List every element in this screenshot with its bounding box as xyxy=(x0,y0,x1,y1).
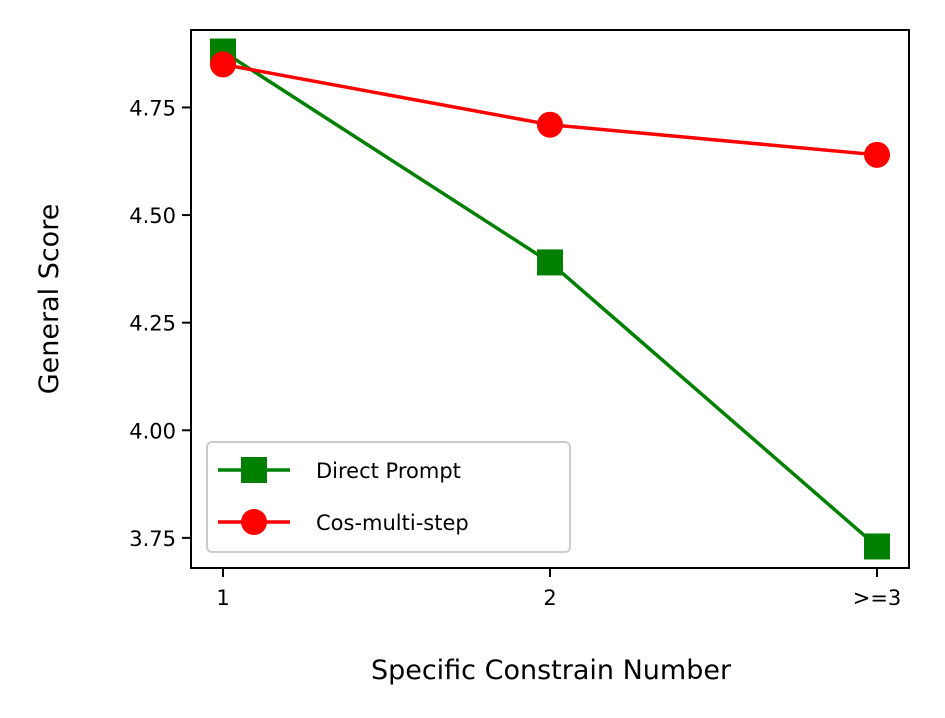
y-tick-label: 4.00 xyxy=(129,419,176,443)
legend: Direct Prompt Cos-multi-step xyxy=(206,441,571,553)
legend-label: Cos-multi-step xyxy=(316,511,469,535)
y-tick-label: 4.25 xyxy=(129,312,176,336)
data-point xyxy=(537,111,563,138)
data-point xyxy=(210,51,236,78)
series-cos-multi-step xyxy=(210,51,890,168)
legend-entry: Cos-multi-step xyxy=(218,509,469,535)
series-direct-prompt xyxy=(210,38,890,560)
data-point xyxy=(864,533,890,560)
plot-area xyxy=(190,29,910,569)
x-tick-label: 2 xyxy=(543,586,556,610)
data-point xyxy=(537,249,563,276)
legend-label: Direct Prompt xyxy=(316,459,461,483)
x-tick-label: 1 xyxy=(216,586,229,610)
x-axis-ticks: 1 2 >=3 xyxy=(216,568,901,610)
y-tick-label: 4.75 xyxy=(129,96,176,120)
y-tick-label: 3.75 xyxy=(129,527,176,551)
y-axis-title: General Score xyxy=(34,204,65,395)
x-axis-title: Specific Constrain Number xyxy=(371,655,732,686)
data-point xyxy=(864,141,890,168)
legend-marker xyxy=(241,509,267,535)
y-axis-ticks: 3.75 4.00 4.25 4.50 4.75 xyxy=(129,96,191,551)
legend-marker xyxy=(241,457,267,483)
legend-entry: Direct Prompt xyxy=(218,457,461,483)
legend-box xyxy=(206,441,571,553)
x-tick-label: >=3 xyxy=(853,586,902,610)
y-tick-label: 4.50 xyxy=(129,204,176,228)
